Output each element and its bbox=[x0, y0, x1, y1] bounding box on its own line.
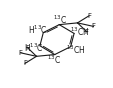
Text: H$^{13}$C: H$^{13}$C bbox=[28, 24, 48, 36]
Text: F: F bbox=[23, 60, 27, 66]
Text: F: F bbox=[91, 23, 95, 29]
Text: H$^{13}$C: H$^{13}$C bbox=[24, 42, 44, 54]
Text: $^{13}$CH: $^{13}$CH bbox=[66, 43, 85, 56]
Text: $^{13}$CH: $^{13}$CH bbox=[69, 25, 89, 38]
Text: F: F bbox=[84, 29, 88, 35]
Text: $^{13}$C: $^{13}$C bbox=[47, 53, 60, 66]
Text: F: F bbox=[25, 45, 29, 51]
Text: F: F bbox=[18, 50, 22, 56]
Text: $^{13}$C: $^{13}$C bbox=[53, 14, 66, 26]
Text: F: F bbox=[86, 13, 90, 19]
